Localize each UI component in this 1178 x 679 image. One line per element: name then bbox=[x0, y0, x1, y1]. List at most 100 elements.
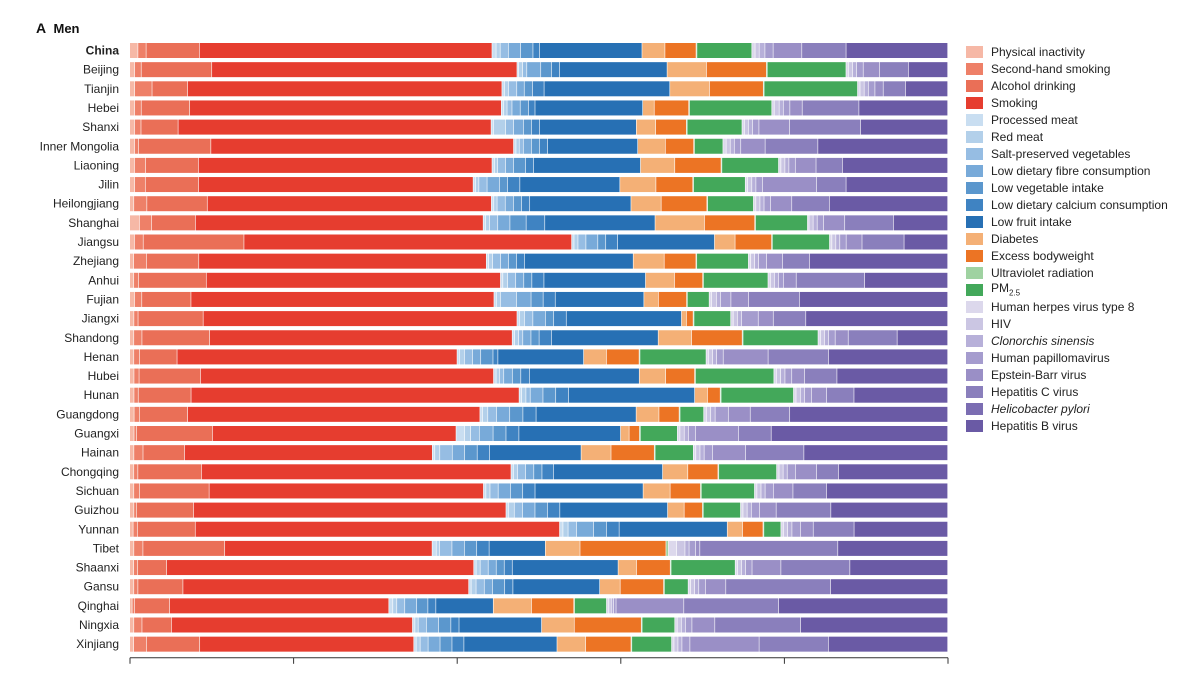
bar-segment-liaoning-smoking bbox=[198, 157, 492, 173]
bar-segment-chongqing-low-dietary-fibre-consumption bbox=[525, 464, 534, 480]
bar-segment-qinghai-low-dietary-fibre-consumption bbox=[405, 598, 417, 614]
legend-label: Processed meat bbox=[991, 112, 1078, 127]
bar-segment-hebei-pm2-5 bbox=[689, 100, 772, 116]
bar-segment-jilin-second-hand-smoking bbox=[134, 177, 145, 193]
bar-segment-inner-mongolia-hepatitis-b-virus bbox=[818, 138, 948, 154]
bar-segment-jiangsu-low-dietary-calcium-consumption bbox=[606, 234, 618, 250]
bar-segment-qinghai-epstein-barr-virus bbox=[616, 598, 684, 614]
bar-segment-jilin-salt-preserved-vegetables bbox=[479, 177, 487, 193]
row-label-chongqing: Chongqing bbox=[61, 465, 119, 479]
bar-segment-ningxia-human-papillomavirus bbox=[685, 617, 692, 633]
bar-segment-hainan-smoking bbox=[184, 445, 432, 461]
row-label-guizhou: Guizhou bbox=[74, 503, 119, 517]
bar-segment-anhui-physical-inactivity bbox=[130, 272, 134, 288]
bar-segment-shaanxi-alcohol-drinking bbox=[138, 560, 167, 576]
bar-segment-shanghai-processed-meat bbox=[483, 215, 486, 231]
bar-segment-hubei-alcohol-drinking bbox=[139, 368, 201, 384]
legend-swatch bbox=[966, 283, 983, 296]
bar-segment-inner-mongolia-alcohol-drinking bbox=[138, 138, 211, 154]
bar-segment-liaoning-low-fruit-intake bbox=[533, 157, 641, 173]
bar-segment-guangxi-excess-bodyweight bbox=[629, 426, 640, 441]
bar-segment-hebei-hiv bbox=[774, 100, 779, 116]
bar-segment-jiangxi-clonorchis-sinensis bbox=[737, 311, 742, 327]
bar-segment-guangdong-excess-bodyweight bbox=[659, 406, 679, 422]
bar-segment-guangdong-processed-meat bbox=[480, 406, 483, 422]
x-axis bbox=[129, 657, 949, 664]
bar-segment-shaanxi-epstein-barr-virus bbox=[752, 560, 781, 576]
bar-segment-shaanxi-red-meat bbox=[476, 560, 480, 576]
bar-segment-anhui-human-papillomavirus bbox=[778, 272, 783, 288]
bar-segment-inner-mongolia-epstein-barr-virus bbox=[741, 138, 765, 154]
bar-segment-anhui-red-meat bbox=[503, 272, 508, 288]
row-label-zhejiang: Zhejiang bbox=[73, 254, 119, 268]
bar-segment-chongqing-processed-meat bbox=[511, 464, 514, 480]
bar-segment-guangdong-low-fruit-intake bbox=[536, 406, 636, 422]
bar-segment-heilongjiang-low-dietary-calcium-consumption bbox=[521, 196, 530, 212]
bar-segment-china-processed-meat bbox=[492, 43, 496, 58]
bar-segment-shanxi-hepatitis-c-virus bbox=[789, 119, 861, 135]
row-label-shandong: Shandong bbox=[64, 331, 119, 345]
bar-segment-china-hepatitis-c-virus bbox=[802, 43, 846, 58]
bar-segment-shandong-smoking bbox=[209, 330, 512, 346]
bar-segment-guizhou-epstein-barr-virus bbox=[759, 502, 776, 518]
bar-segment-liaoning-second-hand-smoking bbox=[134, 157, 146, 173]
bar-segment-shanxi-alcohol-drinking bbox=[141, 119, 178, 135]
bar-segment-heilongjiang-hepatitis-b-virus bbox=[829, 196, 948, 212]
bar-segment-qinghai-clonorchis-sinensis bbox=[611, 598, 614, 614]
bar-segment-hunan-low-fruit-intake bbox=[568, 387, 695, 403]
bar-segment-fujian-epstein-barr-virus bbox=[731, 291, 749, 307]
bar-segment-jiangsu-alcohol-drinking bbox=[143, 234, 244, 250]
bar-segment-heilongjiang-second-hand-smoking bbox=[134, 196, 147, 212]
bar-segment-yunnan-smoking bbox=[195, 521, 560, 537]
legend-item-hiv: HIV bbox=[966, 315, 1168, 332]
bar-segment-gansu-alcohol-drinking bbox=[138, 579, 183, 595]
bar-segment-china-epstein-barr-virus bbox=[773, 43, 802, 58]
bar-segment-guangdong-alcohol-drinking bbox=[139, 406, 188, 422]
bar-segment-beijing-diabetes bbox=[667, 62, 707, 78]
bar-segment-ningxia-human-herpes-virus-type-8 bbox=[675, 617, 677, 633]
bar-segment-guizhou-low-dietary-fibre-consumption bbox=[522, 502, 535, 518]
bar-segment-jiangxi-alcohol-drinking bbox=[138, 311, 203, 327]
bar-segment-beijing-physical-inactivity bbox=[130, 62, 135, 78]
bar-segment-sichuan-red-meat bbox=[486, 483, 490, 499]
bar-segment-hainan-diabetes bbox=[581, 445, 611, 461]
bar-segment-heilongjiang-low-dietary-fibre-consumption bbox=[505, 196, 514, 212]
bar-segment-guangxi-human-herpes-virus-type-8 bbox=[677, 426, 680, 441]
panel-heading: A Men bbox=[36, 20, 79, 36]
bar-segment-ningxia-epstein-barr-virus bbox=[692, 617, 715, 633]
bar-segment-liaoning-human-herpes-virus-type-8 bbox=[778, 157, 781, 173]
bar-segment-inner-mongolia-low-fruit-intake bbox=[547, 138, 638, 154]
bar-segment-tianjin-smoking bbox=[187, 81, 502, 97]
bar-segment-hubei-physical-inactivity bbox=[130, 368, 134, 384]
bar-segment-gansu-low-dietary-calcium-consumption bbox=[505, 579, 513, 595]
bar-segment-liaoning-hepatitis-b-virus bbox=[842, 157, 948, 173]
bar-segment-hubei-low-vegetable-intake bbox=[512, 368, 521, 384]
bar-segment-guangxi-human-papillomavirus bbox=[688, 426, 696, 441]
row-label-tianjin: Tianjin bbox=[84, 82, 119, 96]
bar-segment-zhejiang-human-papillomavirus bbox=[758, 253, 767, 269]
bar-segment-guizhou-pm2-5 bbox=[703, 502, 741, 518]
bar-segment-liaoning-salt-preserved-vegetables bbox=[497, 157, 506, 173]
bar-segment-qinghai-low-vegetable-intake bbox=[417, 598, 428, 614]
bar-segment-beijing-epstein-barr-virus bbox=[863, 62, 880, 78]
bar-segment-hebei-excess-bodyweight bbox=[654, 100, 689, 116]
bar-segment-inner-mongolia-diabetes bbox=[638, 138, 665, 154]
bar-segment-jiangsu-second-hand-smoking bbox=[134, 234, 143, 250]
bar-segment-jiangxi-human-papillomavirus bbox=[741, 311, 758, 327]
bar-segment-tianjin-alcohol-drinking bbox=[152, 81, 188, 97]
bar-segment-guangxi-low-dietary-calcium-consumption bbox=[506, 426, 519, 441]
bar-segment-gansu-low-fruit-intake bbox=[513, 579, 600, 595]
bar-segment-ningxia-low-dietary-fibre-consumption bbox=[426, 617, 439, 633]
bar-segment-henan-pm2-5 bbox=[640, 349, 706, 365]
bar-segment-jiangsu-human-papillomavirus bbox=[840, 234, 846, 250]
bar-segment-guangdong-hiv bbox=[706, 406, 711, 422]
bar-segment-shanxi-processed-meat bbox=[491, 119, 494, 135]
bar-segment-chongqing-hepatitis-b-virus bbox=[838, 464, 948, 480]
bar-segment-shanxi-salt-preserved-vegetables bbox=[505, 119, 514, 135]
bar-segment-guangdong-red-meat bbox=[482, 406, 488, 422]
bar-segment-hebei-hepatitis-c-virus bbox=[802, 100, 859, 116]
bar-segment-china-pm2-5 bbox=[697, 43, 752, 58]
bar-segment-chongqing-diabetes bbox=[662, 464, 688, 480]
bar-segment-zhejiang-second-hand-smoking bbox=[133, 253, 147, 269]
legend-swatch bbox=[966, 96, 983, 109]
